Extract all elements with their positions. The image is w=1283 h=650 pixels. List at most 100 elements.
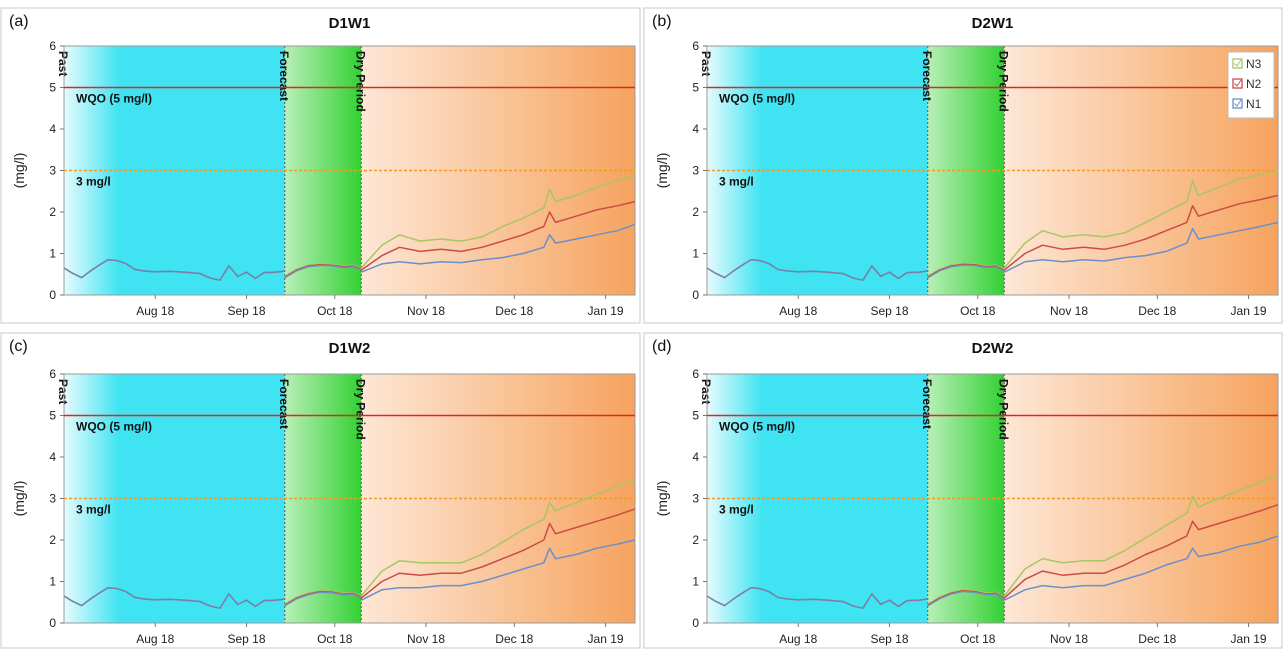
- y-tick-label: 0: [49, 288, 56, 302]
- y-tick-label: 0: [692, 288, 699, 302]
- panel-title: D2W2: [972, 340, 1014, 357]
- x-tick-label: Nov 18: [407, 632, 445, 646]
- y-tick-label: 2: [692, 533, 699, 547]
- y-tick-label: 5: [49, 81, 56, 95]
- x-tick-label: Oct 18: [317, 632, 353, 646]
- forecast-period-label: Forecast: [277, 51, 291, 101]
- series-n2-line: [1003, 194, 1279, 271]
- series-n1-line: [360, 539, 636, 601]
- y-tick-label: 2: [49, 533, 56, 547]
- y-tick-label: 1: [692, 575, 699, 589]
- x-tick-label: Jan 19: [588, 632, 624, 646]
- series-n3-line: [360, 479, 636, 597]
- series-n1-line: [1003, 221, 1279, 273]
- y-tick-label: 5: [692, 81, 699, 95]
- legend-swatch-n3: [1232, 58, 1243, 69]
- forecast-period-label: Forecast: [920, 379, 934, 429]
- y-tick-label: 5: [692, 409, 699, 423]
- x-tick-label: Nov 18: [1050, 632, 1088, 646]
- forecast-line-n3: [927, 262, 1005, 277]
- y-tick-label: 4: [49, 450, 56, 464]
- dry-period-label: Dry Period: [996, 379, 1010, 440]
- y-tick-label: 0: [692, 616, 699, 630]
- panel-d1w2: Past Forecast Dry Period WQO (5 mg/l) 3 mg/l…: [0, 332, 641, 649]
- y-tick-label: 4: [49, 122, 56, 136]
- panel-title: D2W1: [972, 15, 1014, 32]
- panel-letter: (d): [652, 338, 672, 355]
- legend-swatch-n2: [1232, 78, 1243, 89]
- check-icon: [1234, 59, 1242, 67]
- past-period-label: Past: [56, 379, 70, 404]
- y-tick-label: 0: [49, 616, 56, 630]
- x-tick-label: Jan 19: [1231, 304, 1267, 318]
- threshold-label: 3 mg/l: [76, 175, 111, 189]
- forecast-line-n1: [927, 264, 1005, 279]
- forecast-line-n1: [927, 590, 1005, 607]
- observed-line: [706, 586, 928, 609]
- wqo-label: WQO (5 mg/l): [76, 92, 152, 106]
- forecast-line-n1: [284, 591, 362, 607]
- y-tick-label: 2: [49, 205, 56, 219]
- x-tick-label: Aug 18: [136, 632, 174, 646]
- forecast-line-n1: [284, 264, 362, 279]
- x-tick-label: Oct 18: [317, 304, 353, 318]
- dry-period-label: Dry Period: [353, 379, 367, 440]
- x-tick-label: Sep 18: [870, 632, 908, 646]
- x-tick-label: Dec 18: [1138, 304, 1176, 318]
- observed-line: [63, 586, 285, 609]
- legend-swatch-n1: [1232, 98, 1243, 109]
- y-tick-label: 1: [49, 247, 56, 261]
- legend-label-n2: N2: [1246, 77, 1262, 91]
- threshold-label: 3 mg/l: [719, 503, 754, 517]
- series-n2-line: [360, 200, 636, 271]
- series-n3-line: [360, 173, 636, 269]
- forecast-line-n3: [284, 263, 362, 277]
- x-tick-label: Jan 19: [588, 304, 624, 318]
- dry-period-label: Dry Period: [996, 51, 1010, 112]
- forecast-period-label: Forecast: [920, 51, 934, 101]
- series-n3-line: [1003, 474, 1279, 597]
- series-n1-line: [361, 223, 636, 273]
- y-axis-label: (mg/l): [654, 153, 670, 189]
- legend: N3 N2 N1: [1227, 51, 1275, 119]
- dry-period-band: [361, 374, 635, 623]
- y-tick-label: 3: [49, 164, 56, 178]
- series-n2-line: [360, 508, 636, 599]
- y-tick-label: 6: [692, 39, 699, 53]
- y-tick-label: 3: [692, 164, 699, 178]
- past-period-label: Past: [699, 51, 713, 76]
- observed-line: [63, 258, 285, 281]
- series-n2-line: [1003, 503, 1279, 599]
- x-tick-label: Oct 18: [960, 632, 996, 646]
- past-period-label: Past: [56, 51, 70, 76]
- panel-d1w1: Past Forecast Dry Period WQO (5 mg/l) 3 mg/l…: [0, 7, 641, 324]
- x-tick-label: Oct 18: [960, 304, 996, 318]
- x-tick-label: Aug 18: [136, 304, 174, 318]
- x-tick-label: Aug 18: [779, 632, 817, 646]
- panel-d2w2: Past Forecast Dry Period WQO (5 mg/l) 3 mg/l…: [643, 332, 1283, 649]
- y-axis-label: (mg/l): [11, 481, 27, 517]
- panel-title: D1W1: [329, 15, 371, 32]
- x-tick-label: Aug 18: [779, 304, 817, 318]
- panel-letter: (b): [652, 13, 672, 30]
- observed-line: [706, 258, 928, 281]
- y-tick-label: 4: [692, 450, 699, 464]
- threshold-label: 3 mg/l: [76, 503, 111, 517]
- x-tick-label: Nov 18: [1050, 304, 1088, 318]
- forecast-line-n2: [284, 590, 362, 606]
- x-tick-label: Jan 19: [1231, 632, 1267, 646]
- panel-d2w1: Past Forecast Dry Period WQO (5 mg/l) 3 mg/l…: [643, 7, 1283, 324]
- wqo-label: WQO (5 mg/l): [719, 420, 795, 434]
- series-n3-line: [1003, 169, 1279, 269]
- x-tick-label: Dec 18: [495, 632, 533, 646]
- y-tick-label: 6: [692, 367, 699, 381]
- x-tick-label: Sep 18: [227, 304, 265, 318]
- y-tick-label: 4: [692, 122, 699, 136]
- check-icon: [1234, 79, 1242, 87]
- forecast-line-n3: [927, 589, 1005, 605]
- dry-period-label: Dry Period: [353, 51, 367, 112]
- y-tick-label: 5: [49, 409, 56, 423]
- forecast-line-n2: [927, 263, 1005, 278]
